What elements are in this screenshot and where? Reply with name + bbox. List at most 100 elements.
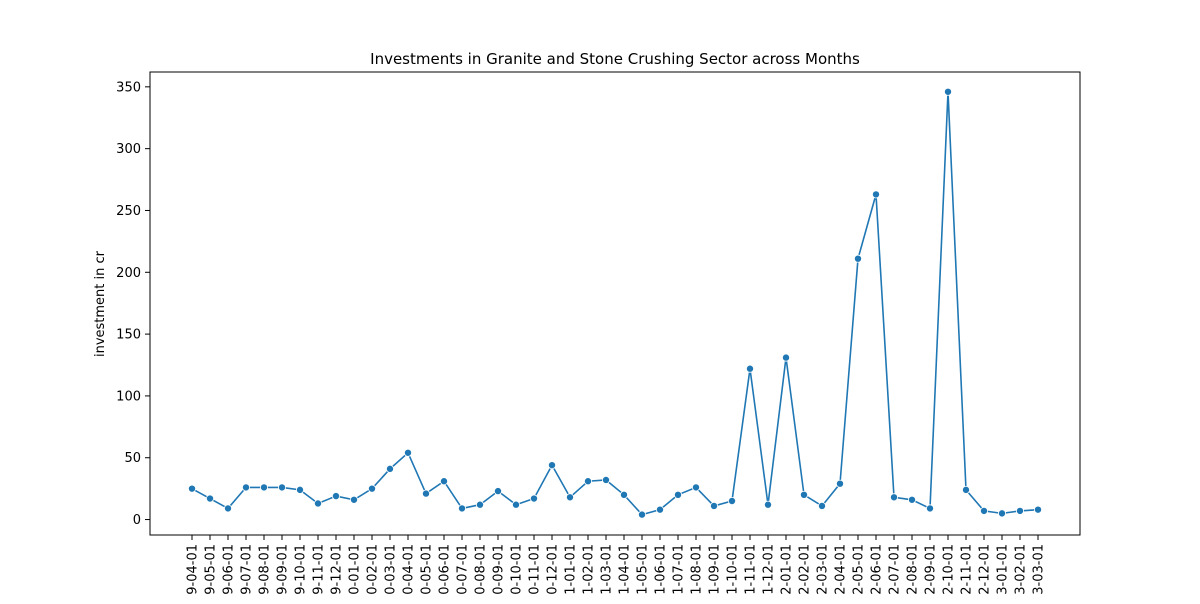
x-tick-label: 1-03-01 [600, 544, 615, 595]
x-tick-label: 0-01-01 [348, 544, 363, 595]
chart-title: Investments in Granite and Stone Crushin… [370, 50, 860, 68]
x-tick-label: 0-12-01 [546, 544, 561, 595]
y-tick-label: 250 [116, 204, 141, 219]
data-point [800, 490, 809, 499]
data-point [890, 493, 899, 502]
data-point [241, 483, 250, 492]
x-tick-label: 9-09-01 [276, 544, 291, 595]
x-tick-label: 2-12-01 [978, 544, 993, 595]
x-tick-label: 0-11-01 [528, 544, 543, 595]
data-point [674, 490, 683, 499]
y-axis-label: investment in cr [93, 250, 108, 357]
data-point [566, 493, 575, 502]
data-point [818, 501, 827, 510]
plot-frame [149, 71, 1081, 536]
x-tick-label: 2-03-01 [816, 544, 831, 595]
y-tick-label: 350 [116, 80, 141, 95]
data-point [223, 504, 232, 513]
data-point [872, 190, 881, 199]
data-point [385, 464, 394, 473]
data-point [998, 509, 1007, 518]
data-point [962, 485, 971, 494]
data-point [728, 497, 737, 506]
data-point [1034, 505, 1043, 514]
x-tick-label: 2-07-01 [888, 544, 903, 595]
x-tick-label: 2-05-01 [852, 544, 867, 595]
data-point [259, 483, 268, 492]
data-point [367, 484, 376, 493]
x-tick-label: 2-08-01 [906, 544, 921, 595]
x-tick-label: 2-09-01 [924, 544, 939, 595]
data-point [926, 504, 935, 513]
data-point [277, 483, 286, 492]
data-point [584, 477, 593, 486]
x-tick-label: 1-06-01 [654, 544, 669, 595]
x-tick-label: 0-03-01 [384, 544, 399, 595]
x-tick-label: 2-06-01 [870, 544, 885, 595]
x-tick-label: 2-04-01 [834, 544, 849, 595]
data-point [764, 500, 773, 509]
x-tick-label: 1-10-01 [726, 544, 741, 595]
x-tick-label: 1-11-01 [744, 544, 759, 595]
y-tick-label: 50 [124, 451, 141, 466]
x-tick-label: 3-02-01 [1014, 544, 1029, 595]
x-tick-label: 9-06-01 [222, 544, 237, 595]
data-point [656, 505, 665, 514]
x-tick-label: 1-09-01 [708, 544, 723, 595]
data-point [782, 353, 791, 362]
x-tick-label: 3-03-01 [1032, 544, 1047, 595]
x-tick-label: 0-08-01 [474, 544, 489, 595]
x-tick-label: 0-10-01 [510, 544, 525, 595]
x-tick-label: 9-10-01 [294, 544, 309, 595]
x-tick-label: 9-08-01 [258, 544, 273, 595]
data-point [980, 506, 989, 515]
y-tick-label: 300 [116, 142, 141, 157]
x-tick-label: 9-12-01 [330, 544, 345, 595]
x-tick-label: 2-01-01 [780, 544, 795, 595]
x-tick-label: 9-07-01 [240, 544, 255, 595]
data-point [710, 501, 719, 510]
data-point [692, 483, 701, 492]
data-point [295, 485, 304, 494]
data-point [475, 500, 484, 509]
data-point [602, 475, 611, 484]
data-point [548, 461, 557, 470]
x-tick-label: 0-09-01 [492, 544, 507, 595]
x-tick-label: 0-02-01 [366, 544, 381, 595]
data-point [836, 479, 845, 488]
data-point [313, 499, 322, 508]
data-point [746, 364, 755, 373]
x-tick-label: 1-12-01 [762, 544, 777, 595]
plot-area: 0 50 100 150 200 250 300 350 9-04-01 9-05-01 9-06-… [116, 80, 1046, 594]
data-point [439, 477, 448, 486]
x-tick-label: 9-04-01 [186, 544, 201, 595]
data-point [457, 504, 466, 513]
data-point [854, 254, 863, 263]
x-tick-label: 1-07-01 [672, 544, 687, 595]
x-tick-label: 1-05-01 [636, 544, 651, 595]
x-tick-label: 2-10-01 [942, 544, 957, 595]
data-point [331, 492, 340, 501]
data-point [944, 87, 953, 96]
x-tick-label: 9-11-01 [312, 544, 327, 595]
y-tick-label: 150 [116, 328, 141, 343]
data-point [512, 500, 521, 509]
data-point [349, 495, 358, 504]
y-tick-label: 200 [116, 266, 141, 281]
x-tick-label: 0-05-01 [420, 544, 435, 595]
y-tick-label: 100 [116, 389, 141, 404]
x-tick-label: 0-04-01 [402, 544, 417, 595]
x-tick-label: 1-01-01 [564, 544, 579, 595]
x-tick-label: 0-07-01 [456, 544, 471, 595]
x-tick-label: 1-04-01 [618, 544, 633, 595]
data-point [493, 487, 502, 496]
x-tick-label: 9-05-01 [204, 544, 219, 595]
data-point [403, 448, 412, 457]
data-point [187, 484, 196, 493]
x-tick-label: 1-08-01 [690, 544, 705, 595]
y-tick-label: 0 [133, 513, 141, 528]
data-point [530, 494, 539, 503]
data-point [908, 495, 917, 504]
